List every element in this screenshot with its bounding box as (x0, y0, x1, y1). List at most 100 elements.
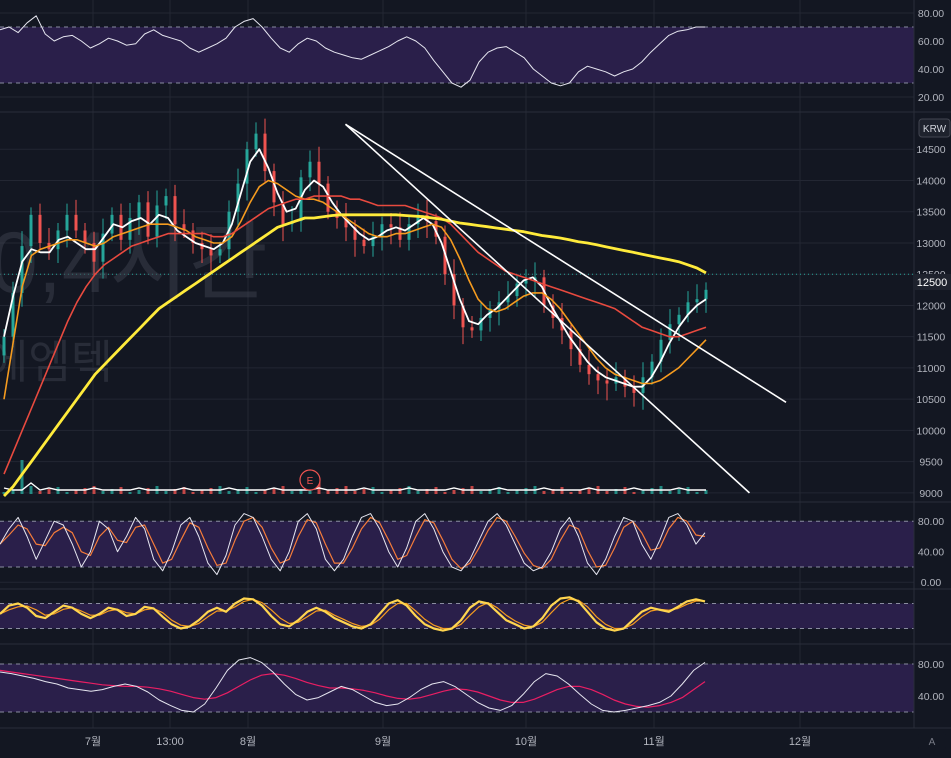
axis-settings-icon[interactable]: A (918, 732, 946, 750)
currency-badge[interactable]: KRW (918, 118, 951, 138)
volume-bar (614, 489, 618, 494)
currency-badge-label: KRW (923, 124, 947, 135)
volume-bar (317, 478, 321, 494)
volume-bar (146, 488, 150, 494)
candle-body (551, 305, 555, 318)
volume-layer (2, 460, 708, 494)
top-oscillator-line (0, 15, 705, 88)
time-axis-label: 9월 (375, 735, 391, 748)
time-axis-label: 12월 (789, 735, 811, 748)
volume-bar (335, 488, 339, 494)
volume-bar (65, 492, 69, 494)
volume-bar (578, 490, 582, 494)
stochastic-1-axis-label: 0.00 (921, 577, 942, 589)
volume-bar (164, 491, 168, 494)
volume-bar (200, 490, 204, 494)
oscillators-layer (0, 15, 706, 713)
stochastic-1-band (0, 521, 914, 567)
stochastic-2-k-line (0, 596, 706, 632)
candle-body (317, 161, 321, 184)
earnings-marker[interactable]: E (299, 469, 321, 491)
moving-average-ma5 (3, 148, 707, 388)
candle-body (218, 249, 222, 256)
time-axis-label: 7월 (85, 735, 101, 748)
candle-body (38, 214, 42, 243)
candle-body (353, 227, 357, 240)
volume-bar (695, 492, 699, 494)
price-axis-label: 9000 (919, 488, 943, 500)
volume-bar (443, 492, 447, 494)
candle-body (632, 386, 636, 393)
candle-body (245, 149, 249, 184)
volume-bar (236, 489, 240, 494)
moving-average-ma120 (2, 213, 707, 497)
candle-body (434, 221, 438, 237)
bottom-oscillator-axis-label: 80.00 (918, 659, 944, 671)
candle-body (686, 302, 690, 315)
volume-ma-line (3, 482, 706, 491)
axes-layer: 7월 13:00 8월 9월 10월 11월 12월 20.00 40.00 60.00 80.00… (85, 8, 946, 748)
candle-body (101, 233, 105, 262)
earnings-marker-label: E (307, 476, 314, 487)
volume-bar (587, 488, 591, 494)
volume-bar (398, 488, 402, 494)
candle-body (461, 305, 465, 328)
volume-bar (362, 489, 366, 494)
volume-bar (20, 460, 24, 494)
volume-bar (128, 492, 132, 494)
candle-body (677, 314, 681, 325)
volume-bar (11, 490, 15, 494)
stochastic-1-axis-label: 80.00 (918, 516, 944, 528)
candle-body (596, 374, 600, 381)
volume-bar (452, 490, 456, 494)
candle-body (65, 214, 69, 231)
top-oscillator-axis-label: 20.00 (918, 92, 944, 104)
volume-bar (515, 490, 519, 494)
candle-body (416, 214, 420, 225)
volume-bar (173, 489, 177, 494)
time-axis-label: 10월 (515, 735, 537, 748)
price-axis-label: 11000 (917, 363, 946, 375)
grid-layer (0, 0, 914, 728)
candle-body (263, 133, 267, 172)
candle-body (452, 274, 456, 306)
axis-settings-label: A (929, 737, 936, 748)
volume-bar (380, 492, 384, 494)
candle-body (182, 224, 186, 231)
volume-bar (497, 487, 501, 494)
candle-body (308, 161, 312, 178)
time-axis-label: 11월 (643, 735, 665, 748)
volume-bar (74, 490, 78, 494)
candle-body (146, 202, 150, 237)
candle-body (506, 296, 510, 303)
volume-bar (479, 491, 483, 494)
candle-body (2, 336, 6, 356)
candle-body (623, 377, 627, 387)
candle-body (83, 230, 87, 243)
bottom-oscillator-axis-label: 40.00 (918, 691, 944, 703)
volume-bar (272, 488, 276, 494)
stochastic-1-k-line (0, 513, 706, 576)
volume-bar (290, 491, 294, 494)
last-price-tag: 12500 (914, 274, 951, 290)
top-oscillator-axis-label: 80.00 (918, 8, 944, 20)
top-oscillator-axis-label: 40.00 (918, 64, 944, 76)
volume-bar (299, 489, 303, 494)
trendline (344, 123, 751, 494)
volume-bar (488, 489, 492, 494)
volume-bar (524, 488, 528, 494)
candle-body (668, 324, 672, 340)
volume-bar (326, 490, 330, 494)
candle-body (173, 196, 177, 225)
candle-body (272, 171, 276, 203)
volume-bar (227, 491, 231, 494)
volume-bar (191, 492, 195, 494)
candle-body (236, 183, 240, 212)
candle-body (470, 327, 474, 331)
volume-bar (650, 488, 654, 494)
time-axis-label: 8월 (240, 735, 256, 748)
watermark-subtitle: 에엠텍 (0, 336, 113, 388)
candle-body (371, 236, 375, 247)
volume-bar (110, 489, 114, 494)
